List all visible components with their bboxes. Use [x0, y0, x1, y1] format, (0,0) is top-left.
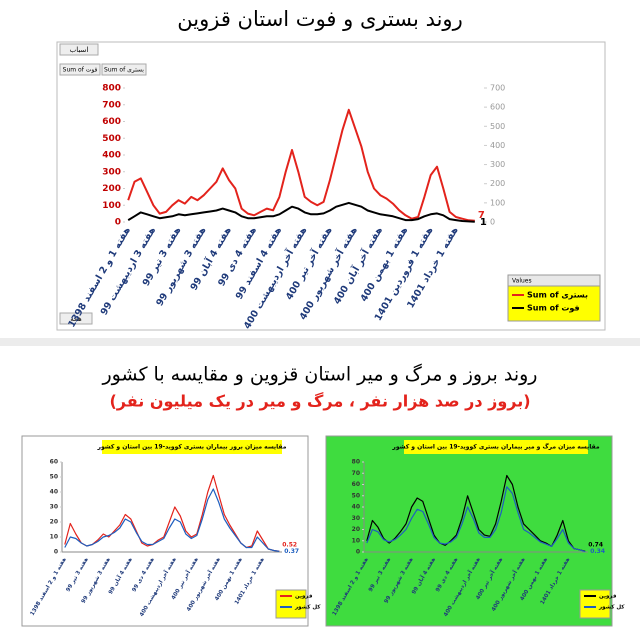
y-tick-label: 70 [352, 470, 360, 477]
y2-tick-label: 600 [490, 103, 505, 112]
y-tick-label: 10 [352, 537, 360, 544]
data-label: 0.74 [588, 542, 603, 549]
data-label: 7 [478, 210, 485, 221]
y2-tick-label: 200 [490, 179, 505, 188]
y-tick-label: 300 [102, 167, 121, 177]
legend-label: قزوین [599, 594, 617, 600]
y-tick-label: 0 [356, 549, 360, 556]
chart-title: مقایسه میزان مرگ و میر بیماران بستری کوو… [391, 443, 599, 451]
y2-tick-label: 100 [490, 198, 505, 207]
filter-button-label[interactable]: اسباب [70, 46, 89, 54]
data-label: 0.34 [590, 548, 605, 555]
y-tick-label: 30 [50, 504, 58, 511]
y-tick-label: 800 [102, 84, 121, 94]
filter-button[interactable] [59, 43, 99, 56]
field-button-label[interactable]: Sum of فوت [63, 67, 98, 74]
field-button[interactable] [59, 63, 101, 76]
y-tick-label: 10 [50, 534, 58, 541]
legend-label: قزوین [295, 594, 313, 600]
y2-tick-label: 300 [490, 160, 505, 169]
y-tick-label: 200 [102, 184, 121, 194]
plot-background [23, 437, 307, 625]
legend-label: کل کشور [598, 604, 625, 611]
y2-tick-label: 0 [490, 218, 495, 227]
y-tick-label: 80 [352, 459, 360, 466]
page-title: روند بستری و فوت استان قزوین [177, 7, 462, 31]
chart-title: مقایسه میزان بروز بیماران بستری کووید-19… [97, 444, 287, 451]
legend-header [507, 274, 601, 287]
separator [0, 338, 640, 346]
axis-button[interactable] [59, 312, 93, 325]
series-line [127, 108, 475, 222]
y-tick-label: 500 [102, 134, 121, 144]
section-subtitle: (بروز در صد هزار نفر ، مرگ و میر در یک م… [109, 392, 530, 411]
data-label: 1 [480, 217, 487, 228]
y-tick-label: 40 [50, 489, 58, 496]
y-tick-label: 400 [102, 151, 121, 161]
series-line [366, 486, 586, 553]
y-tick-label: 0 [54, 549, 58, 556]
legend-title: Values [512, 278, 532, 285]
data-label: 0.37 [284, 548, 299, 555]
series-line [127, 201, 475, 223]
legend-label: کل کشور [294, 604, 321, 611]
title-box [404, 440, 588, 454]
field-button-label[interactable]: Sum of بستری [104, 67, 144, 74]
y2-tick-label: 400 [490, 141, 505, 150]
y-tick-label: 100 [102, 201, 121, 211]
data-label: 0.52 [282, 542, 297, 549]
y-tick-label: 600 [102, 117, 121, 127]
y-tick-label: 50 [352, 492, 360, 499]
y-tick-label: 20 [352, 526, 360, 533]
legend-label: Sum of فوت [527, 304, 580, 313]
y-tick-label: 60 [50, 459, 58, 466]
y-tick-label: 0 [115, 218, 121, 228]
title-box [102, 440, 282, 454]
y-tick-label: 700 [102, 100, 121, 110]
legend-box [275, 589, 307, 619]
y-tick-label: 40 [352, 504, 360, 511]
legend-box [579, 589, 611, 619]
y-tick-label: 60 [352, 481, 360, 488]
y2-tick-label: 700 [490, 84, 505, 93]
series-line [64, 488, 280, 552]
section-title: روند بروز و مرگ و میر استان قزوین و مقای… [102, 364, 538, 386]
field-button[interactable] [101, 63, 147, 76]
legend-label: Sum of بستری [527, 291, 588, 300]
y-tick-label: 20 [50, 519, 58, 526]
y-tick-label: 50 [50, 474, 58, 481]
y2-tick-label: 500 [490, 122, 505, 131]
axis-button-label[interactable]: همه [70, 315, 82, 323]
y-tick-label: 30 [352, 515, 360, 522]
